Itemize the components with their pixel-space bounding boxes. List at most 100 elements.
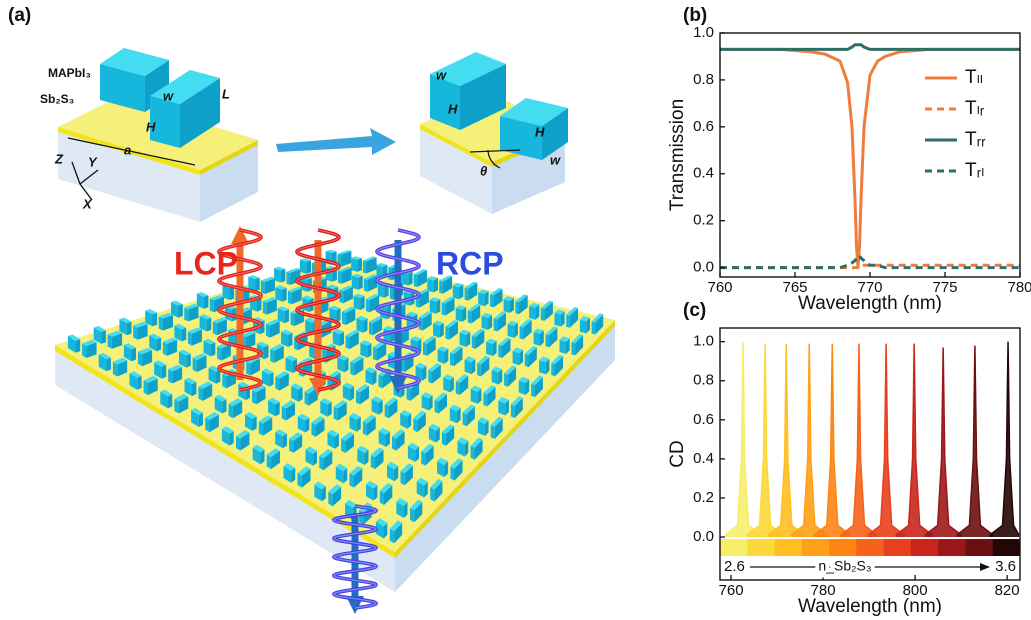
legend-label: Tₗᵣ <box>965 98 985 119</box>
block-face <box>471 446 475 460</box>
block-face <box>252 390 256 404</box>
block-face <box>486 342 493 356</box>
block-face <box>445 326 449 339</box>
y-tick-label: 0.6 <box>693 411 714 428</box>
y-tick-label: 0.4 <box>693 165 714 182</box>
block-face <box>421 452 425 466</box>
block-face <box>433 323 440 337</box>
block-face <box>341 439 345 453</box>
plot-area <box>725 342 1019 537</box>
block-face <box>513 351 520 365</box>
block-face <box>358 276 362 290</box>
y-tick-label: 0.2 <box>693 489 714 506</box>
x-tick-label: 760 <box>719 582 744 599</box>
block-face <box>410 508 414 522</box>
colorbar-cell <box>802 539 830 556</box>
block-face <box>357 258 362 272</box>
colorbar-cell <box>720 539 748 556</box>
block-face <box>261 281 265 294</box>
block-face <box>385 404 389 418</box>
panel-label: (a) <box>8 5 31 26</box>
block-face <box>357 318 364 333</box>
block-face <box>450 467 454 481</box>
block-face <box>450 353 454 366</box>
block-face <box>285 309 289 323</box>
block-face <box>270 349 274 363</box>
block-face <box>300 260 306 274</box>
block-face <box>216 370 220 384</box>
block-face <box>435 400 439 414</box>
block-face <box>287 272 291 285</box>
block-face <box>192 382 196 396</box>
block-face <box>159 317 163 331</box>
block-face <box>255 278 260 292</box>
x-tick-label: 820 <box>995 582 1020 599</box>
block-face <box>430 487 434 501</box>
x-axis-title: Wavelength (nm) <box>798 293 942 314</box>
block-face <box>541 308 545 321</box>
block-face <box>264 345 268 359</box>
colorbar-cell <box>965 539 993 556</box>
block-face <box>346 336 350 350</box>
colorbar-cell <box>856 539 884 556</box>
block-face <box>423 342 427 356</box>
block-face <box>350 362 354 376</box>
y-tick-label: 0.8 <box>693 372 714 389</box>
y-tick-label: 0.0 <box>693 259 714 276</box>
x-tick-label: 780 <box>1007 279 1031 296</box>
colorbar-cell <box>884 539 912 556</box>
block-face <box>380 491 384 505</box>
block-face <box>472 336 476 349</box>
y-tick-label: 1.0 <box>693 24 714 41</box>
block-face <box>366 299 370 312</box>
block-face <box>291 313 295 327</box>
block-face <box>222 374 226 388</box>
block-face <box>229 404 233 418</box>
block-face <box>401 471 405 485</box>
block-face <box>378 375 382 389</box>
dimension-label: θ <box>480 163 487 178</box>
block-face <box>162 365 166 379</box>
block-face <box>430 300 437 314</box>
y-axis-title: Transmission <box>667 99 688 211</box>
block-face <box>525 354 529 367</box>
illustration <box>55 48 615 614</box>
legend-label: Tᵣₗ <box>965 160 984 181</box>
block-face <box>184 308 188 322</box>
y-tick-label: 1.0 <box>693 333 714 350</box>
x-tick-label: 760 <box>707 279 732 296</box>
block-face <box>281 269 286 283</box>
block-face <box>193 358 197 372</box>
block-face <box>269 372 273 386</box>
block-face <box>246 362 250 376</box>
block-face <box>504 299 510 313</box>
block-face <box>439 281 443 294</box>
block-face <box>127 322 132 336</box>
dimension-label: L <box>222 86 230 101</box>
block-face <box>342 312 346 326</box>
block-face <box>350 473 354 487</box>
block-face <box>207 318 212 332</box>
block-face <box>571 342 575 355</box>
block-face <box>182 328 187 342</box>
block-face <box>198 387 202 401</box>
y-tick-label: 0.4 <box>693 450 714 467</box>
block-face <box>460 333 467 347</box>
block-face <box>390 287 394 300</box>
block-face <box>494 318 498 331</box>
dimension-label: a <box>124 142 131 157</box>
block-face <box>511 404 515 418</box>
block-face <box>491 425 495 439</box>
block-face <box>311 423 315 437</box>
block-face <box>222 399 226 413</box>
block-face <box>592 322 596 335</box>
block-face <box>210 299 214 313</box>
block-face <box>163 342 167 356</box>
block-face <box>363 422 367 436</box>
colorbar-tick: 2.6 <box>724 558 745 575</box>
block-face <box>408 271 412 285</box>
lcp-label: LCP <box>174 245 238 281</box>
block-face <box>132 348 137 362</box>
page: (a) MAPbI₃ Sb₂S₃ LCP RCP w L H a w H H w… <box>0 0 1031 620</box>
block-face <box>101 330 106 344</box>
